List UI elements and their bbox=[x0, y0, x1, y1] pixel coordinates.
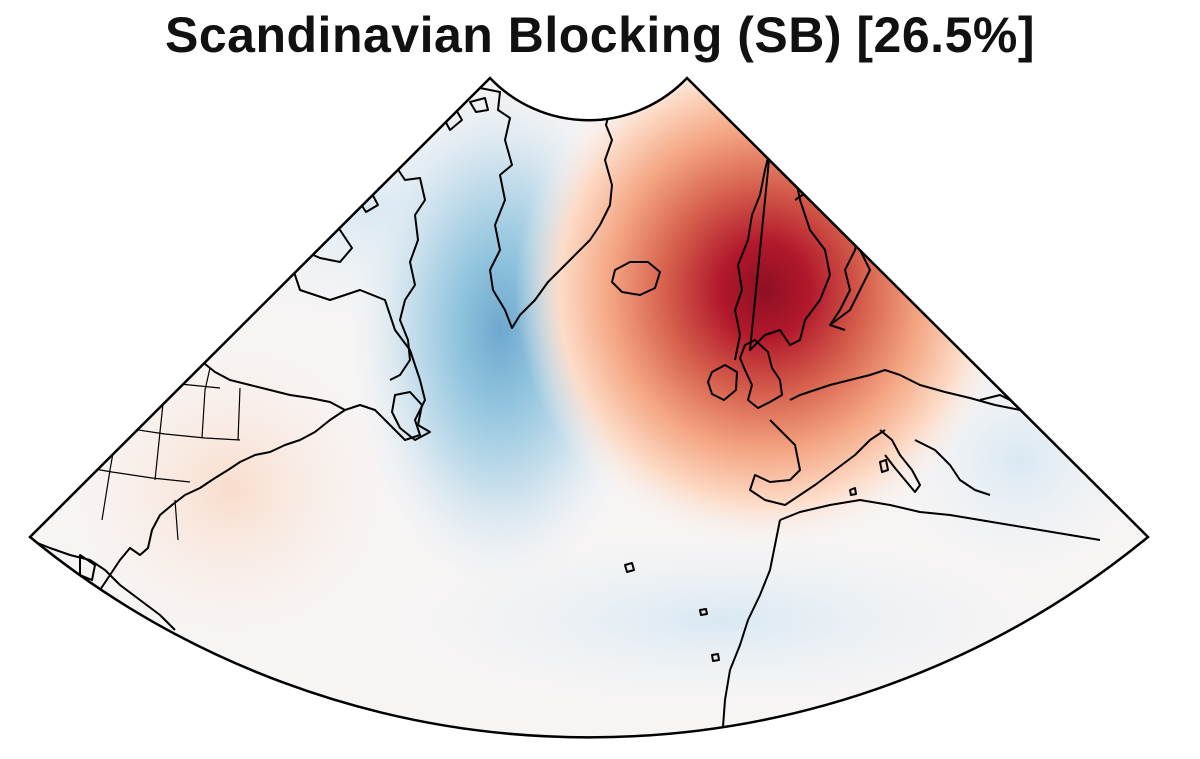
europe-coast bbox=[789, 369, 1041, 421]
west-africa-coast bbox=[721, 519, 781, 738]
gulf-coast bbox=[30, 539, 176, 631]
great-britain-coast bbox=[739, 339, 783, 409]
labrador-coast bbox=[279, 229, 426, 441]
negative-anomaly-weak-south bbox=[390, 530, 1050, 710]
north-africa-coast bbox=[779, 499, 1101, 541]
italy-coast bbox=[879, 429, 921, 493]
iceland-coast bbox=[611, 261, 661, 296]
positive-anomaly-center bbox=[515, 78, 1015, 550]
map-title: Scandinavian Blocking (SB) [26.5%] bbox=[165, 7, 1035, 63]
map-boundary bbox=[28, 76, 1150, 739]
positive-anomaly-weak-west bbox=[70, 340, 390, 640]
newfoundland-coast bbox=[391, 391, 431, 441]
greenland-coast bbox=[461, 87, 613, 329]
north-america-east-coast bbox=[99, 409, 346, 591]
scandinavia-coast bbox=[734, 137, 831, 361]
baltic-coast bbox=[829, 249, 871, 326]
ireland-coast bbox=[707, 364, 738, 401]
